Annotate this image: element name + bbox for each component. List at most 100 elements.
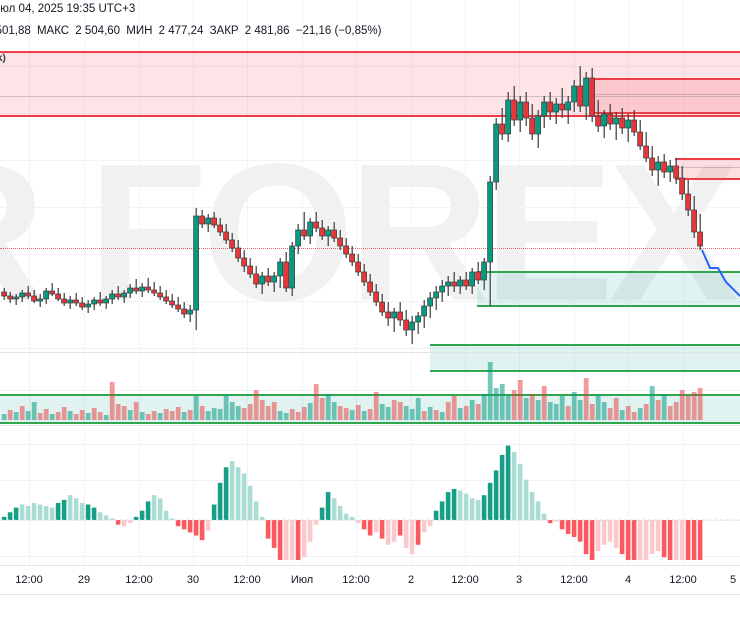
- candle-body: [289, 245, 295, 289]
- candle-body: [223, 231, 229, 241]
- volume-bar: [661, 394, 667, 420]
- volume-bar: [367, 409, 373, 420]
- candle-body: [523, 101, 529, 119]
- candle-body: [439, 285, 445, 293]
- candle-body: [397, 311, 403, 321]
- macd-bar: [241, 473, 247, 520]
- macd-bar: [667, 520, 673, 560]
- macd-bar: [649, 520, 655, 555]
- candle-body: [133, 287, 139, 292]
- candle-body: [673, 165, 679, 179]
- candle-body: [115, 293, 121, 298]
- volume-bar: [151, 411, 157, 420]
- support-zone-lower[interactable]: [430, 344, 740, 372]
- axis-tick: 12:00: [560, 574, 588, 586]
- candle-body: [517, 101, 523, 121]
- candle-body: [457, 279, 463, 287]
- macd-bar: [169, 518, 175, 520]
- candle-body: [385, 311, 391, 319]
- resistance-zone-wide-midline: [0, 96, 740, 97]
- macd-bar: [355, 520, 361, 524]
- support-zone-upper[interactable]: [477, 271, 740, 307]
- candle-body: [319, 227, 325, 237]
- macd-bar: [679, 520, 685, 560]
- candle-wick: [99, 292, 101, 306]
- volume-bar: [409, 409, 415, 420]
- volume-bar: [73, 414, 79, 420]
- volume-bar: [301, 407, 307, 420]
- grid-vline: [356, 0, 357, 565]
- price-pane[interactable]: [0, 45, 740, 390]
- candle-wick: [561, 88, 563, 118]
- resistance-zone-wide[interactable]: [0, 51, 740, 117]
- macd-bar: [115, 520, 121, 525]
- macd-bar: [199, 520, 205, 541]
- macd-bar: [19, 504, 25, 520]
- volume-bar: [253, 390, 259, 420]
- volume-bar: [565, 406, 571, 420]
- macd-bar: [265, 520, 271, 539]
- axis-tick: 2: [407, 574, 415, 586]
- candle-body: [181, 308, 187, 315]
- macd-bar: [313, 520, 319, 525]
- volume-bar: [217, 409, 223, 420]
- candle-body: [19, 292, 25, 298]
- candle-body: [475, 271, 481, 281]
- macd-pane[interactable]: [0, 428, 740, 560]
- candle-body: [253, 273, 259, 285]
- axis-tick: 12:00: [15, 574, 43, 586]
- volume-bar: [379, 404, 385, 420]
- grid-vline: [247, 0, 248, 565]
- macd-bar: [163, 510, 169, 520]
- macd-bar: [1, 516, 7, 520]
- volume-bar: [205, 411, 211, 420]
- volume-bar: [511, 390, 517, 420]
- volume-bar: [331, 402, 337, 420]
- candle-wick: [417, 312, 419, 334]
- volume-bar: [577, 400, 583, 420]
- volume-bar: [475, 404, 481, 420]
- macd-bar: [397, 520, 403, 536]
- candle-body: [601, 113, 607, 127]
- candle-body: [421, 305, 427, 317]
- macd-bar: [625, 520, 631, 560]
- macd-bar: [187, 520, 193, 533]
- candle-body: [565, 101, 571, 111]
- candle-body: [691, 209, 697, 233]
- volume-bar: [307, 403, 313, 420]
- candle-body: [7, 295, 13, 300]
- grid-hline: [0, 444, 740, 445]
- resistance-zone-upper[interactable]: [590, 78, 740, 114]
- last-price-line: [0, 248, 740, 249]
- axis-bottom-rule: [0, 594, 740, 595]
- candle-body: [211, 217, 217, 226]
- volume-bar: [637, 408, 643, 420]
- time-axis[interactable]: 12:00 29 12:00 30 12:00 Июл 12:00 2 12:00 3 12:00 4…: [0, 565, 740, 596]
- volume-bar: [391, 400, 397, 420]
- resistance-zone-lower[interactable]: [675, 158, 740, 180]
- volume-bar: [343, 408, 349, 420]
- macd-bar: [289, 520, 295, 560]
- volume-bar: [145, 414, 151, 420]
- candle-body: [667, 165, 673, 173]
- macd-bar: [361, 520, 367, 530]
- candle-wick: [27, 286, 29, 299]
- candle-body: [619, 117, 625, 129]
- macd-bar: [469, 498, 475, 520]
- volume-pane[interactable]: [0, 355, 740, 420]
- volume-bar: [595, 394, 601, 420]
- macd-bar: [463, 493, 469, 520]
- volume-bar: [451, 396, 457, 420]
- candle-body: [265, 275, 271, 283]
- volume-bar: [241, 408, 247, 420]
- macd-bar: [271, 520, 277, 548]
- candle-body: [553, 103, 559, 113]
- candle-body: [199, 215, 205, 225]
- forecast-projection[interactable]: [701, 249, 740, 297]
- macd-bar: [319, 507, 325, 520]
- volume-bar: [355, 405, 361, 420]
- macd-bar: [7, 512, 13, 520]
- macd-bar: [451, 489, 457, 520]
- macd-bar: [253, 501, 259, 520]
- axis-tick: 29: [77, 574, 91, 586]
